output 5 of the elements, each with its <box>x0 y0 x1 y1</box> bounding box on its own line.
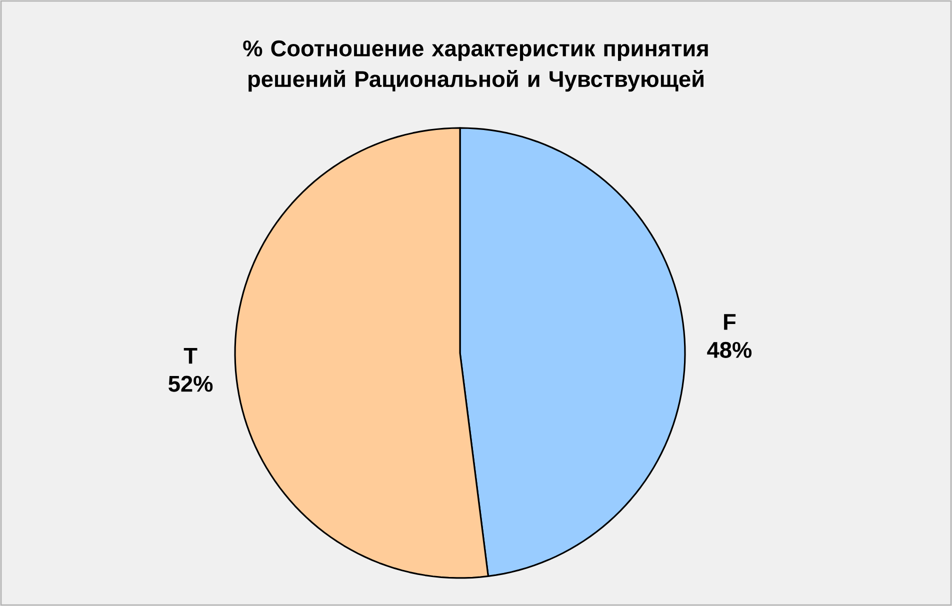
data-label: 48% <box>707 342 752 358</box>
data-label: 52% <box>168 376 213 392</box>
chart-title: % Соотношение характеристик принятия решений Рациональной и Чувствующей <box>243 40 708 92</box>
slice-label: F <box>724 314 736 330</box>
slice-label: T <box>184 348 198 364</box>
